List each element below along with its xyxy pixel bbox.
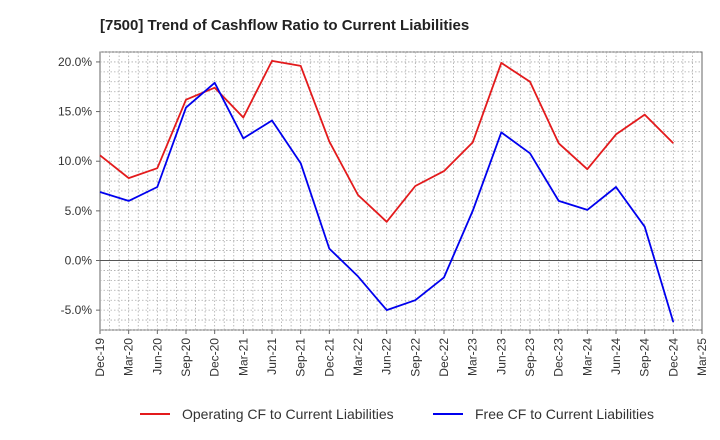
x-tick-label: Dec-23 <box>552 338 566 377</box>
legend-label-free-cf: Free CF to Current Liabilities <box>475 406 654 422</box>
x-tick-label: Dec-19 <box>93 338 107 377</box>
x-tick-label: Sep-22 <box>408 338 422 377</box>
series-line-operating-cf <box>99 60 674 223</box>
x-tick-label: Dec-24 <box>666 338 680 377</box>
y-tick-label: -5.0% <box>61 303 93 317</box>
legend-label-operating-cf: Operating CF to Current Liabilities <box>182 406 394 422</box>
x-tick-label: Jun-23 <box>494 338 508 375</box>
x-tick-label: Mar-21 <box>236 338 250 376</box>
x-tick-label: Mar-24 <box>580 338 594 376</box>
x-tick-label: Mar-23 <box>466 338 480 376</box>
x-tick-label: Jun-24 <box>609 338 623 375</box>
y-tick-label: 15.0% <box>58 105 92 119</box>
x-tick-label: Dec-21 <box>322 338 336 377</box>
y-tick-label: 20.0% <box>58 55 92 69</box>
legend: Operating CF to Current Liabilities Free… <box>140 406 654 422</box>
x-tick-label: Jun-21 <box>265 338 279 375</box>
chart-title: [7500] Trend of Cashflow Ratio to Curren… <box>100 17 469 34</box>
x-tick-label: Mar-20 <box>122 338 136 376</box>
series-line-free-cf <box>99 81 675 323</box>
x-tick-label: Sep-21 <box>294 338 308 377</box>
y-axis-ticks: 20.0% 15.0% 10.0% 5.0% 0.0% -5.0% <box>58 55 100 317</box>
y-tick-label: 5.0% <box>65 204 93 218</box>
x-tick-label: Dec-20 <box>208 338 222 377</box>
x-tick-label: Jun-22 <box>380 338 394 375</box>
x-tick-label: Sep-20 <box>179 338 193 377</box>
x-tick-label: Jun-20 <box>150 338 164 375</box>
x-tick-label: Sep-23 <box>523 338 537 377</box>
y-tick-label: 10.0% <box>58 154 92 168</box>
x-tick-label: Mar-25 <box>695 338 709 376</box>
series-lines <box>99 60 675 323</box>
x-tick-label: Mar-22 <box>351 338 365 376</box>
x-tick-label: Sep-24 <box>638 338 652 377</box>
y-tick-label: 0.0% <box>65 254 93 268</box>
x-axis-ticks: Dec-19 Mar-20 Jun-20 Sep-20 Dec-20 Mar-21 Jun-… <box>93 330 709 377</box>
x-tick-label: Dec-22 <box>437 338 451 377</box>
